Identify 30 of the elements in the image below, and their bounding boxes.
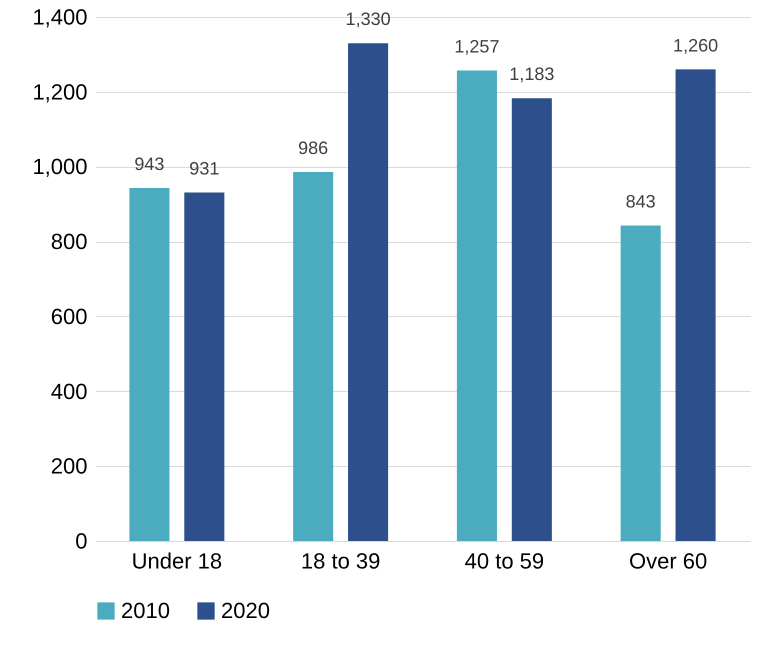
y-tick-label: 600: [50, 304, 88, 329]
y-tick-label: 800: [50, 229, 88, 254]
y-tick-label: 1,200: [32, 79, 88, 104]
data-label: 986: [298, 138, 328, 158]
legend-label: 2010: [121, 598, 170, 623]
data-label: 943: [134, 154, 164, 174]
x-tick-label: 40 to 59: [464, 548, 544, 574]
bar: [184, 192, 224, 541]
x-tick-label: 18 to 39: [300, 548, 380, 574]
bar: [129, 188, 170, 541]
data-label: 931: [189, 158, 220, 179]
bar: [293, 172, 334, 541]
bar: [456, 70, 497, 541]
data-label: 1,183: [509, 64, 554, 84]
bar: [620, 225, 661, 541]
legend-label: 2020: [221, 598, 270, 623]
y-tick-label: 0: [75, 528, 88, 554]
x-tick-label: Under 18: [132, 548, 222, 574]
data-label: 1,257: [454, 36, 500, 57]
data-label: 1,330: [346, 9, 391, 30]
y-tick-label: 200: [50, 454, 88, 479]
bar: [348, 43, 388, 541]
bar: [676, 69, 716, 541]
y-tick-label: 400: [50, 378, 88, 404]
x-tick-label: Over 60: [628, 548, 708, 574]
data-label: 1,260: [673, 35, 718, 56]
y-tick-label: 1,400: [32, 4, 88, 30]
data-label: 843: [626, 191, 656, 212]
y-tick-label: 1,000: [32, 154, 88, 180]
bar: [512, 98, 552, 541]
